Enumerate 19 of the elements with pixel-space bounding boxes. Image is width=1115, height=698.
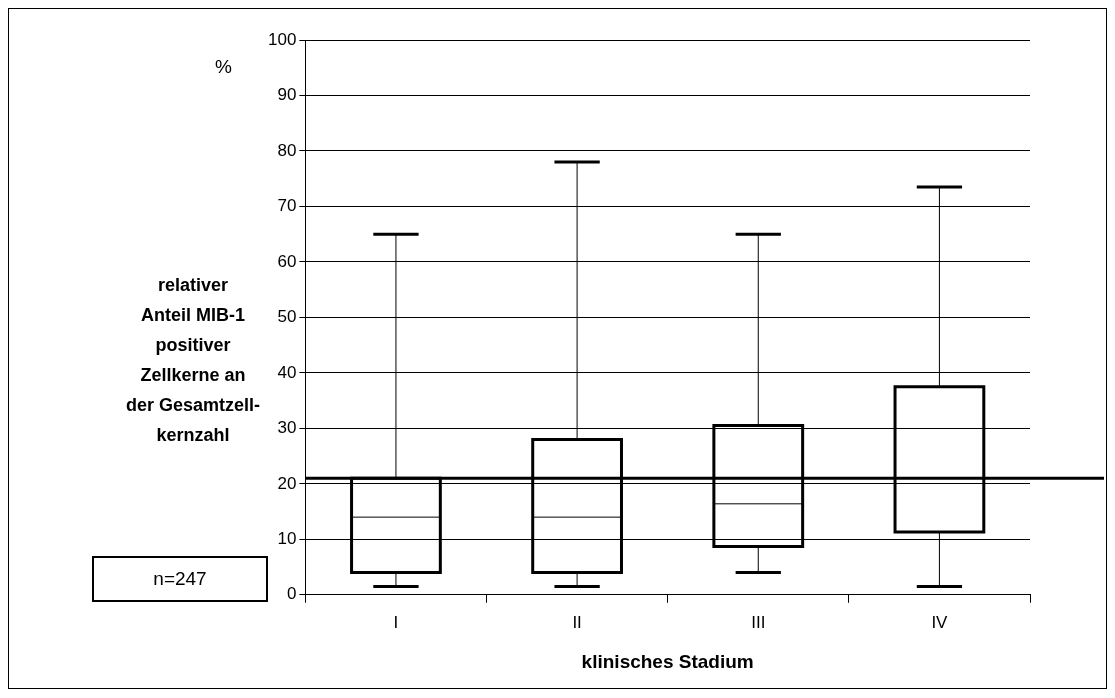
y-tick-label: 50 — [277, 307, 297, 327]
x-axis-title: klinisches Stadium — [581, 650, 754, 672]
y-tick-label: 60 — [277, 251, 297, 271]
y-axis-title: relativer Anteil MIB-1 positiver Zellkerne an der Gesamtzell- kernzahl — [124, 274, 262, 447]
x-tick-label: II — [572, 612, 582, 632]
y-tick-label: 80 — [277, 140, 297, 160]
x-tick-label: IV — [931, 612, 949, 632]
y-tick-label: 40 — [277, 362, 297, 382]
y-tick-label: 0 — [286, 584, 297, 604]
y-tick-label: 30 — [277, 418, 297, 438]
y-tick-label: 10 — [277, 529, 297, 549]
y-tick-label: 90 — [277, 85, 297, 105]
x-tick-label: III — [751, 612, 766, 632]
y-tick-label: 100 — [267, 29, 297, 49]
y-tick-label: 70 — [277, 196, 297, 216]
x-tick-label: I — [393, 612, 399, 632]
text: n=247 — [92, 556, 268, 602]
y-tick-label: 20 — [277, 473, 297, 493]
text: % — [215, 56, 232, 78]
